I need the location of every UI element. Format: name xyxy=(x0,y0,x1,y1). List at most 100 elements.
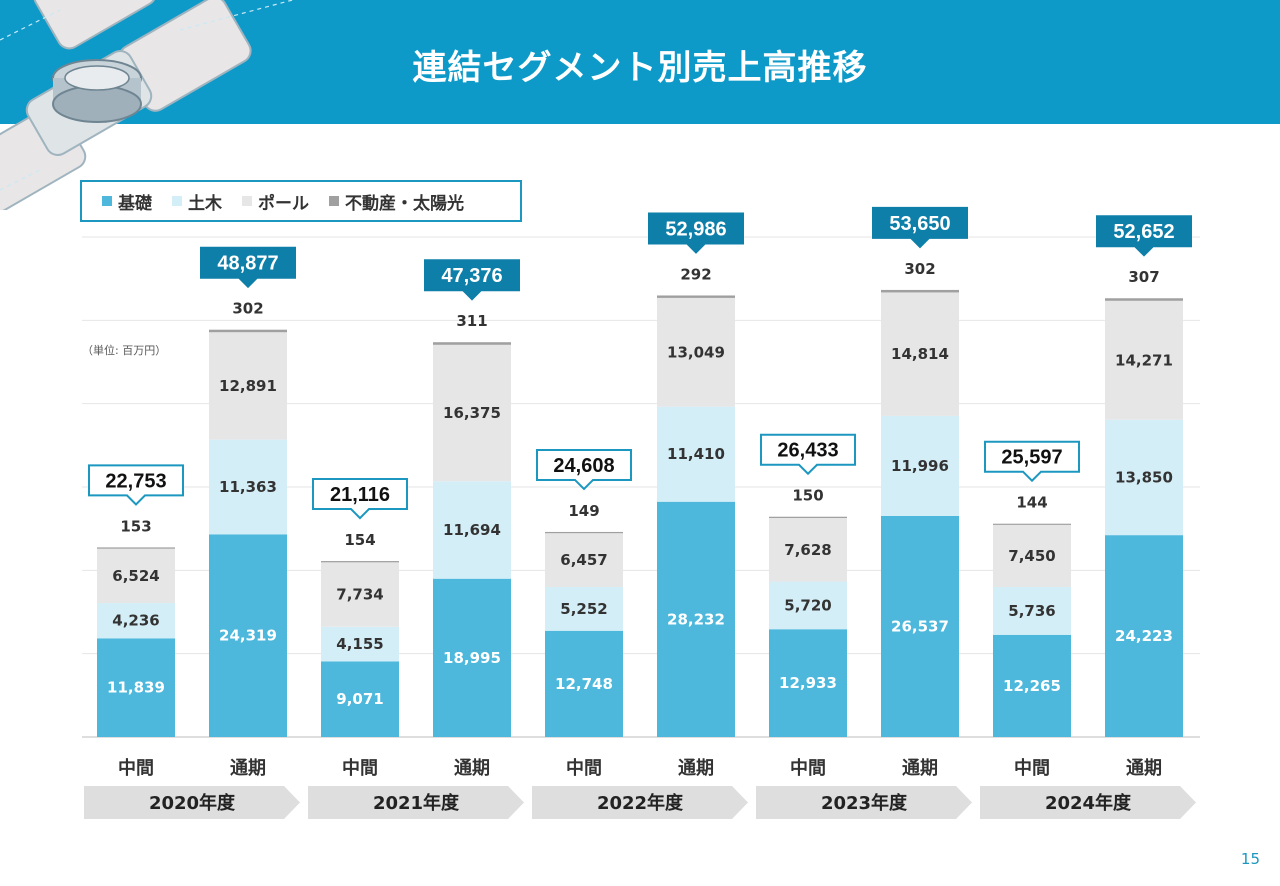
x-tick-label: 中間 xyxy=(566,757,602,779)
x-tick-label: 中間 xyxy=(118,757,154,779)
legend-swatch xyxy=(172,196,182,206)
bar-segment xyxy=(769,516,847,518)
bar-segment xyxy=(209,332,287,440)
x-tick-label: 中間 xyxy=(790,757,826,779)
bar-segment xyxy=(881,515,959,737)
legend-label: 不動産・太陽光 xyxy=(345,193,464,214)
legend-item: 基礎 xyxy=(102,189,152,214)
data-label: 307 xyxy=(1128,268,1159,286)
total-callout xyxy=(760,433,856,476)
unit-note: （単位: 百万円） xyxy=(82,344,167,357)
year-group-arrow xyxy=(84,786,300,819)
bar-segment xyxy=(321,561,399,563)
data-label: 7,628 xyxy=(784,541,831,559)
bar-segment xyxy=(769,629,847,737)
bar-segment xyxy=(769,517,847,582)
data-label: 13,850 xyxy=(1115,468,1173,486)
year-group-arrow xyxy=(532,786,748,819)
year-group-label: 2022年度 xyxy=(597,792,684,814)
data-label: 11,996 xyxy=(891,457,949,475)
total-callout xyxy=(984,440,1080,483)
data-label: 149 xyxy=(568,502,599,520)
bar-segment xyxy=(657,295,735,298)
data-label: 12,933 xyxy=(779,674,837,692)
legend-swatch xyxy=(329,196,339,206)
total-label: 48,877 xyxy=(217,253,278,275)
data-label: 11,694 xyxy=(443,521,501,539)
year-group-label: 2020年度 xyxy=(149,792,236,814)
total-label: 47,376 xyxy=(441,265,502,287)
data-label: 302 xyxy=(232,300,263,318)
data-label: 12,891 xyxy=(219,377,277,395)
total-label: 25,597 xyxy=(1001,447,1062,469)
data-label: 16,375 xyxy=(443,404,501,422)
data-label: 26,537 xyxy=(891,617,949,635)
total-label: 26,433 xyxy=(777,440,838,462)
x-tick-label: 通期 xyxy=(1126,758,1162,779)
data-label: 24,319 xyxy=(219,627,277,645)
bar-segment xyxy=(545,531,623,534)
data-label: 5,252 xyxy=(560,600,607,618)
bar-segment xyxy=(433,481,511,579)
total-callout xyxy=(424,259,520,301)
bar-segment xyxy=(97,603,175,639)
bar-segment xyxy=(545,630,623,737)
bar-segment xyxy=(209,534,287,737)
total-callout xyxy=(200,246,296,289)
chart-legend: 基礎 土木 ポール 不動産・太陽光 xyxy=(80,180,522,222)
data-label: 13,049 xyxy=(667,343,725,361)
bar-segment xyxy=(769,581,847,630)
data-label: 144 xyxy=(1016,494,1047,512)
data-label: 7,450 xyxy=(1008,547,1055,565)
x-tick-label: 通期 xyxy=(902,758,938,779)
data-label: 11,363 xyxy=(219,478,277,496)
data-label: 311 xyxy=(456,312,487,330)
total-callout xyxy=(872,206,968,249)
legend-item: ポール xyxy=(242,189,309,214)
data-label: 5,720 xyxy=(784,596,831,614)
bar-segment xyxy=(657,406,735,502)
bar-segment xyxy=(1105,419,1183,536)
data-label: 7,734 xyxy=(336,586,383,604)
total-label: 52,986 xyxy=(665,218,726,240)
year-group-arrow xyxy=(308,786,524,819)
legend-label: 土木 xyxy=(188,193,222,214)
bar-segment xyxy=(881,292,959,416)
total-callout xyxy=(536,448,632,491)
legend-swatch xyxy=(102,196,112,206)
year-group-label: 2023年度 xyxy=(821,792,908,814)
bar-segment xyxy=(321,661,399,737)
data-label: 4,155 xyxy=(336,635,383,653)
data-label: 153 xyxy=(120,517,151,535)
data-label: 14,271 xyxy=(1115,351,1173,369)
data-label: 11,839 xyxy=(107,679,165,697)
x-tick-label: 中間 xyxy=(1014,757,1050,779)
total-callout xyxy=(312,478,408,520)
bar-segment xyxy=(209,439,287,535)
data-label: 4,236 xyxy=(112,612,159,630)
year-group-label: 2024年度 xyxy=(1045,792,1132,814)
data-label: 11,410 xyxy=(667,445,725,463)
data-label: 150 xyxy=(792,487,823,505)
total-callout xyxy=(1096,215,1192,257)
data-label: 5,736 xyxy=(1008,602,1055,620)
total-callout xyxy=(88,464,184,506)
data-label: 12,748 xyxy=(555,675,613,693)
data-label: 6,457 xyxy=(560,551,607,569)
total-callout xyxy=(648,212,744,254)
bar-segment xyxy=(1105,535,1183,737)
year-group-label: 2021年度 xyxy=(373,792,460,814)
bar-segment xyxy=(1105,300,1183,420)
bar-segment xyxy=(97,547,175,549)
bar-segment xyxy=(993,524,1071,587)
legend-swatch xyxy=(242,196,252,206)
bar-segment xyxy=(321,626,399,662)
x-tick-label: 中間 xyxy=(342,757,378,779)
bar-segment xyxy=(433,342,511,345)
bar-segment xyxy=(209,329,287,333)
year-group-arrow xyxy=(756,786,972,819)
year-group-arrow xyxy=(980,786,1196,819)
bar-segment xyxy=(321,562,399,627)
decorative-tiles-illustration xyxy=(0,0,295,210)
total-label: 52,652 xyxy=(1113,221,1174,243)
